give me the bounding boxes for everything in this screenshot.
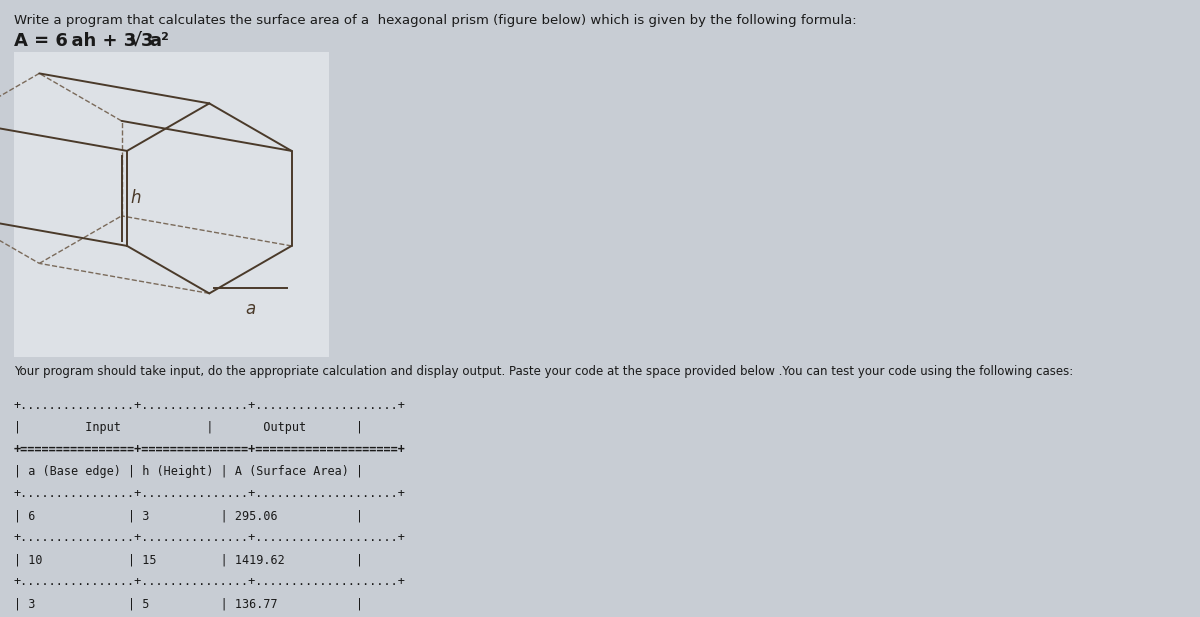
Text: | a (Base edge) | h (Height) | A (Surface Area) |: | a (Base edge) | h (Height) | A (Surfac… [14,465,364,478]
Text: | 3             | 5          | 136.77           |: | 3 | 5 | 136.77 | [14,597,364,610]
Text: | 6             | 3          | 295.06           |: | 6 | 3 | 295.06 | [14,509,364,522]
FancyBboxPatch shape [14,52,329,357]
Text: +................+...............+....................+: +................+...............+......… [14,399,406,412]
Text: |         Input            |       Output       |: | Input | Output | [14,421,364,434]
Text: +================+===============+====================+: +================+===============+======… [14,443,406,456]
Text: a: a [245,300,256,318]
Text: +................+...............+....................+: +................+...............+......… [14,575,406,588]
Text: Your program should take input, do the appropriate calculation and display outpu: Your program should take input, do the a… [14,365,1073,378]
Text: +................+...............+....................+: +................+...............+......… [14,487,406,500]
Text: h: h [130,189,140,207]
Text: √3: √3 [130,32,154,50]
Text: a²: a² [149,32,169,50]
Text: Write a program that calculates the surface area of a  hexagonal prism (figure b: Write a program that calculates the surf… [14,14,857,27]
Text: +................+...............+....................+: +................+...............+......… [14,531,406,544]
Text: | 10            | 15         | 1419.62          |: | 10 | 15 | 1419.62 | [14,553,364,566]
Text: A = 6 ah + 3: A = 6 ah + 3 [14,32,137,50]
